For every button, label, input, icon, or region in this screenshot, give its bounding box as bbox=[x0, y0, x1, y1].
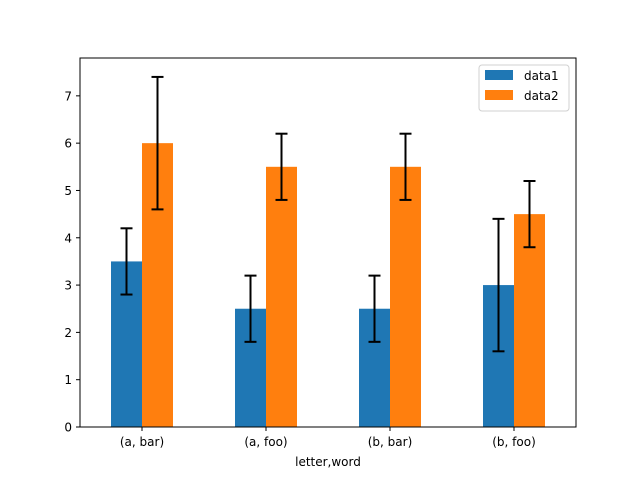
y-tick-label: 3 bbox=[64, 279, 72, 293]
error-bar-data1-0 bbox=[120, 227, 133, 296]
error-bars-group bbox=[120, 75, 536, 353]
x-tick-label: (a, foo) bbox=[244, 435, 287, 449]
bars-group bbox=[111, 143, 545, 428]
legend-label-data2: data2 bbox=[524, 89, 559, 103]
y-axis: 0 1 2 3 4 5 6 7 bbox=[64, 89, 80, 435]
y-tick-label: 2 bbox=[64, 326, 72, 340]
y-tick-label: 0 bbox=[64, 421, 72, 435]
x-axis-label: letter,word bbox=[295, 455, 361, 469]
legend: data1 data2 bbox=[478, 64, 570, 112]
x-axis: (a, bar) (a, foo) (b, bar) (b, foo) bbox=[120, 427, 536, 449]
y-tick-label: 5 bbox=[64, 184, 72, 198]
error-bar-data2-0 bbox=[151, 75, 164, 211]
y-tick-label: 4 bbox=[64, 231, 72, 245]
y-tick-label: 6 bbox=[64, 137, 72, 151]
x-tick-label: (b, foo) bbox=[492, 435, 536, 449]
plot-frame bbox=[79, 57, 577, 428]
error-bar-data2-1 bbox=[275, 132, 288, 201]
error-bar-data2-2 bbox=[399, 132, 412, 201]
bar-data2-2 bbox=[390, 166, 421, 428]
x-tick-label: (a, bar) bbox=[120, 435, 164, 449]
error-bar-data2-3 bbox=[523, 180, 536, 249]
y-tick-label: 1 bbox=[64, 373, 72, 387]
legend-swatch-data2 bbox=[485, 90, 513, 100]
error-bar-data1-3 bbox=[492, 217, 505, 353]
legend-label-data1: data1 bbox=[524, 69, 559, 83]
legend-swatch-data1 bbox=[485, 70, 513, 80]
y-tick-label: 7 bbox=[64, 89, 72, 103]
bar-data2-1 bbox=[266, 166, 297, 428]
bar-data2-3 bbox=[514, 214, 545, 427]
x-tick-label: (b, bar) bbox=[368, 435, 413, 449]
error-bar-data1-1 bbox=[244, 274, 257, 343]
error-bar-data1-2 bbox=[368, 274, 381, 343]
